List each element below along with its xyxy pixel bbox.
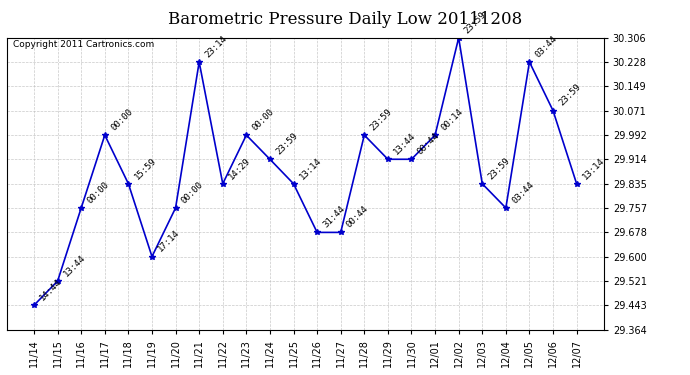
- Text: 14:44: 14:44: [38, 277, 63, 302]
- Text: 23:14: 23:14: [204, 34, 228, 59]
- Text: 15:59: 15:59: [132, 156, 158, 181]
- Text: 23:59: 23:59: [463, 10, 489, 35]
- Text: Copyright 2011 Cartronics.com: Copyright 2011 Cartronics.com: [13, 40, 154, 50]
- Text: 00:00: 00:00: [109, 107, 135, 132]
- Text: 14:29: 14:29: [227, 156, 253, 181]
- Text: 00:14: 00:14: [440, 107, 464, 132]
- Text: 03:44: 03:44: [533, 34, 559, 59]
- Text: 13:14: 13:14: [581, 156, 606, 181]
- Text: 23:59: 23:59: [558, 82, 582, 108]
- Text: 13:44: 13:44: [62, 253, 87, 278]
- Text: 23:59: 23:59: [486, 156, 512, 181]
- Text: 00:00: 00:00: [250, 107, 276, 132]
- Text: 13:14: 13:14: [297, 156, 323, 181]
- Text: 13:44: 13:44: [392, 131, 417, 156]
- Text: 00:00: 00:00: [179, 180, 205, 205]
- Text: 17:14: 17:14: [156, 228, 181, 254]
- Text: 03:44: 03:44: [510, 180, 535, 205]
- Text: 23:59: 23:59: [274, 131, 299, 156]
- Text: Barometric Pressure Daily Low 20111208: Barometric Pressure Daily Low 20111208: [168, 11, 522, 28]
- Text: 00:44: 00:44: [415, 131, 441, 156]
- Text: 00:44: 00:44: [345, 204, 371, 230]
- Text: 23:59: 23:59: [368, 107, 394, 132]
- Text: 00:00: 00:00: [86, 180, 111, 205]
- Text: 31:44: 31:44: [322, 204, 346, 230]
